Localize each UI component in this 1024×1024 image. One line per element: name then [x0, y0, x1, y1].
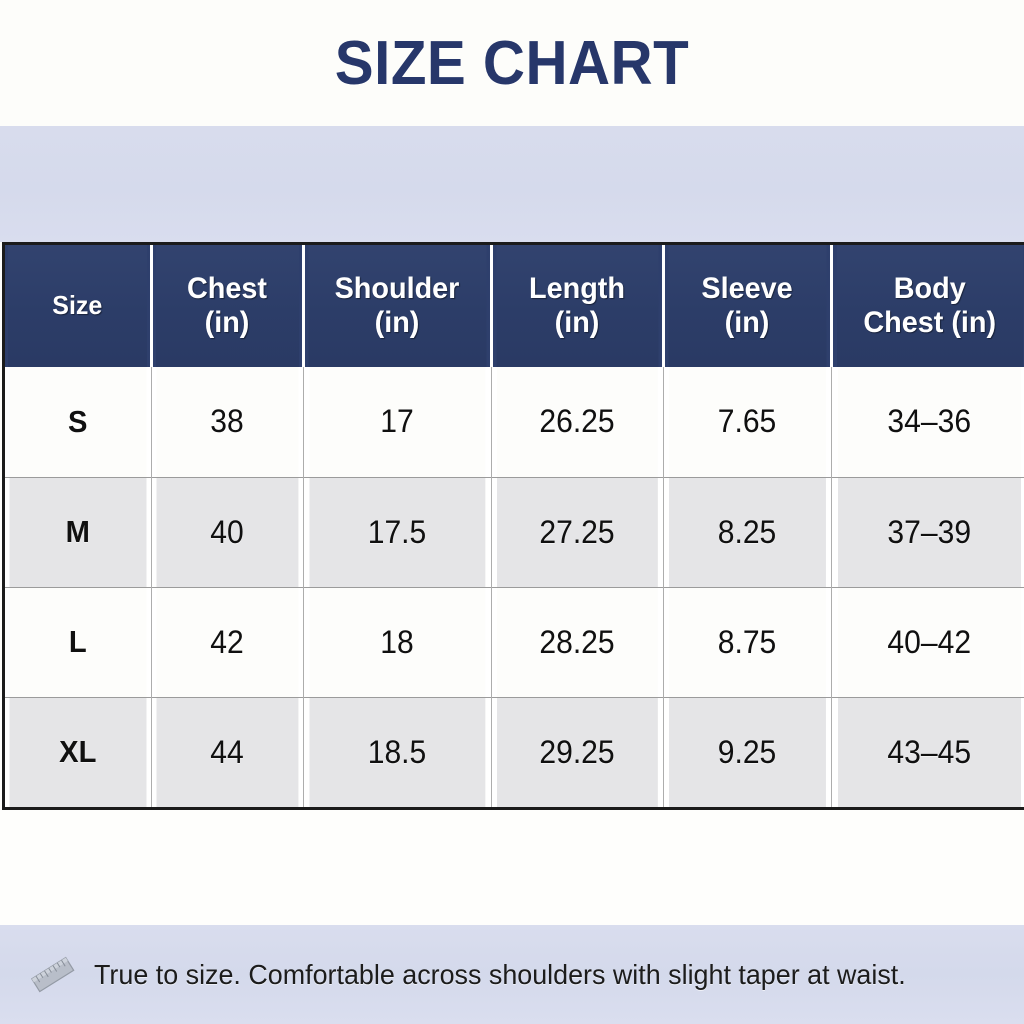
size-chart-table: Size Chest (in) Shoulder (in) Length (in… — [5, 245, 1024, 807]
fit-note-text: True to size. Comfortable across shoulde… — [94, 958, 906, 990]
column-header-length-line-2: (in) — [554, 306, 600, 339]
page-title: SIZE CHART — [334, 29, 690, 98]
cell-shoulder: 18.5 — [308, 696, 486, 807]
cell-shoulder: 17.5 — [308, 476, 486, 587]
column-header-length-line-1: Length — [529, 272, 625, 306]
column-header-length: Length (in) — [494, 245, 661, 367]
cell-length: 26.25 — [496, 367, 659, 477]
table-body: S 38 17 26.25 7.65 34–36 M 40 17.5 27.25… — [5, 367, 1024, 807]
cell-size: L — [9, 586, 148, 697]
column-header-shoulder-line-2: (in) — [374, 306, 420, 339]
cell-shoulder: 17 — [308, 367, 486, 477]
cell-body-chest: 34–36 — [836, 367, 1022, 477]
cell-sleeve: 8.25 — [668, 476, 827, 587]
cell-length: 28.25 — [496, 586, 659, 697]
column-header-body-chest-line-2: Chest (in) — [863, 306, 997, 339]
cell-body-chest: 43–45 — [836, 696, 1022, 807]
column-header-shoulder: Shoulder (in) — [306, 245, 489, 367]
ruler-icon — [30, 956, 75, 992]
table-header: Size Chest (in) Shoulder (in) Length (in… — [5, 245, 1024, 367]
table-header-row: Size Chest (in) Shoulder (in) Length (in… — [5, 245, 1024, 367]
column-header-chest: Chest (in) — [154, 245, 302, 367]
column-header-shoulder-line-1: Shoulder — [334, 272, 460, 306]
cell-size: XL — [9, 696, 148, 807]
column-header-chest-line-2: (in) — [204, 306, 250, 339]
upper-accent-band — [0, 126, 1024, 242]
title-band: SIZE CHART — [0, 0, 1024, 126]
column-header-chest-line-1: Chest — [186, 272, 268, 306]
column-header-sleeve: Sleeve (in) — [666, 245, 830, 367]
cell-body-chest: 37–39 — [836, 476, 1022, 587]
column-header-size-line-1: Size — [52, 290, 103, 321]
column-header-sleeve-line-1: Sleeve — [701, 272, 793, 306]
footer-note-band: True to size. Comfortable across shoulde… — [0, 925, 1024, 1024]
column-header-size: Size — [7, 245, 150, 367]
table-row: S 38 17 26.25 7.65 34–36 — [5, 367, 1024, 477]
table-row: M 40 17.5 27.25 8.25 37–39 — [5, 476, 1024, 587]
cell-sleeve: 9.25 — [668, 696, 827, 807]
cell-shoulder: 18 — [308, 586, 486, 697]
cell-chest: 44 — [155, 696, 299, 807]
cell-chest: 40 — [155, 476, 299, 587]
column-header-body-chest: Body Chest (in) — [834, 245, 1024, 367]
cell-chest: 38 — [155, 367, 299, 477]
cell-sleeve: 7.65 — [668, 367, 827, 477]
cell-sleeve: 8.75 — [668, 586, 827, 697]
cell-size: M — [9, 476, 148, 587]
column-header-sleeve-line-2: (in) — [724, 306, 770, 339]
size-chart-table-container: Size Chest (in) Shoulder (in) Length (in… — [2, 242, 1024, 810]
cell-chest: 42 — [155, 586, 299, 697]
column-header-body-chest-line-1: Body — [893, 272, 966, 306]
cell-length: 29.25 — [496, 696, 659, 807]
cell-size: S — [9, 367, 148, 477]
cell-length: 27.25 — [496, 476, 659, 587]
table-row: XL 44 18.5 29.25 9.25 43–45 — [5, 696, 1024, 807]
cell-body-chest: 40–42 — [836, 586, 1022, 697]
table-row: L 42 18 28.25 8.75 40–42 — [5, 586, 1024, 697]
